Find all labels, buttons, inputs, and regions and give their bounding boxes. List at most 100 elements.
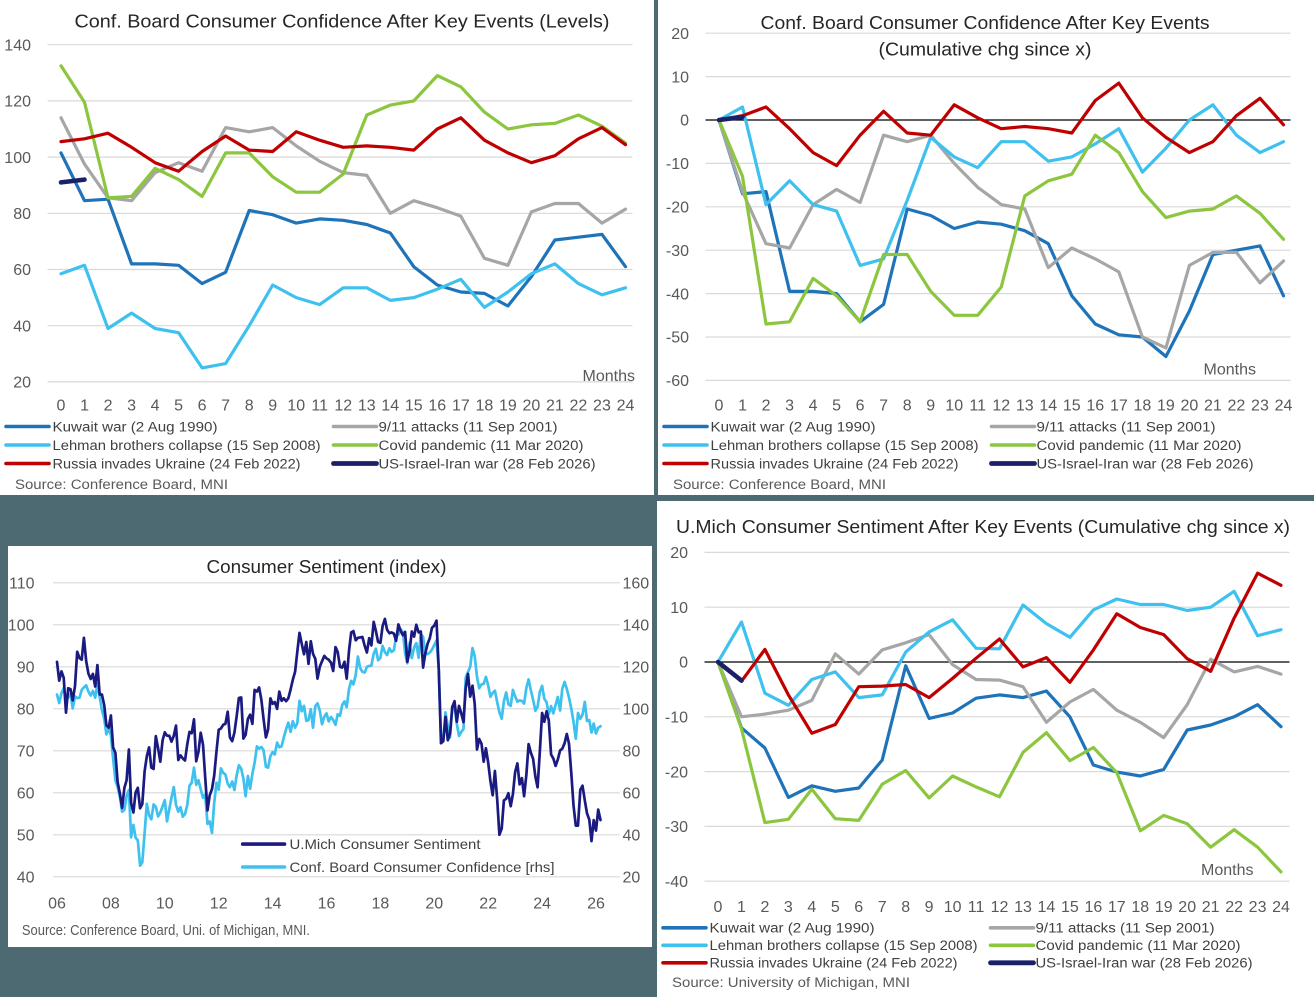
svg-text:19: 19 <box>1155 899 1173 916</box>
svg-text:5: 5 <box>831 899 840 916</box>
svg-text:3: 3 <box>785 398 794 415</box>
svg-text:Lehman brothers collapse (15 S: Lehman brothers collapse (15 Sep 2008) <box>53 438 321 453</box>
svg-text:-20: -20 <box>665 764 688 781</box>
svg-text:US-Israel-Iran war (28 Feb 202: US-Israel-Iran war (28 Feb 2026) <box>379 456 596 471</box>
svg-text:16: 16 <box>1084 899 1102 916</box>
svg-text:Russia invades Ukraine (24 Feb: Russia invades Ukraine (24 Feb 2022) <box>711 456 959 471</box>
svg-text:22: 22 <box>1225 899 1243 916</box>
svg-text:18: 18 <box>475 398 493 415</box>
svg-text:60: 60 <box>17 786 35 803</box>
svg-text:7: 7 <box>879 398 888 415</box>
svg-text:14: 14 <box>381 398 399 415</box>
svg-text:16: 16 <box>1086 398 1104 415</box>
svg-text:14: 14 <box>264 896 282 913</box>
svg-text:0: 0 <box>57 398 66 415</box>
svg-text:15: 15 <box>1061 899 1079 916</box>
svg-text:1: 1 <box>80 398 89 415</box>
svg-text:Source: Conference Board, MNI: Source: Conference Board, MNI <box>15 477 228 492</box>
svg-text:10: 10 <box>156 896 174 913</box>
svg-text:-40: -40 <box>665 874 688 891</box>
svg-text:11: 11 <box>968 899 985 916</box>
svg-text:Months: Months <box>1201 862 1253 879</box>
svg-text:23: 23 <box>593 398 611 415</box>
svg-text:10: 10 <box>670 600 688 617</box>
svg-text:22: 22 <box>479 896 497 913</box>
svg-text:100: 100 <box>4 150 31 167</box>
svg-text:9/11 attacks (11 Sep 2001): 9/11 attacks (11 Sep 2001) <box>379 419 558 434</box>
svg-text:2: 2 <box>760 899 769 916</box>
svg-text:20: 20 <box>523 398 541 415</box>
svg-text:50: 50 <box>17 828 35 845</box>
svg-text:Lehman brothers collapse (15 S: Lehman brothers collapse (15 Sep 2008) <box>710 938 978 953</box>
svg-text:80: 80 <box>623 744 641 761</box>
svg-text:0: 0 <box>714 899 723 916</box>
svg-text:11: 11 <box>969 398 986 415</box>
svg-text:70: 70 <box>17 744 35 761</box>
svg-text:120: 120 <box>623 660 650 677</box>
svg-text:-40: -40 <box>666 286 689 303</box>
svg-text:3: 3 <box>127 398 136 415</box>
svg-text:Source: Conference Board, MNI: Source: Conference Board, MNI <box>673 477 886 492</box>
svg-text:18: 18 <box>372 896 390 913</box>
svg-text:15: 15 <box>1063 398 1081 415</box>
svg-text:100: 100 <box>8 618 35 635</box>
svg-text:12: 12 <box>210 896 228 913</box>
svg-text:20: 20 <box>425 896 443 913</box>
svg-text:-50: -50 <box>666 330 689 347</box>
svg-text:U.Mich Consumer Sentiment Afte: U.Mich Consumer Sentiment After Key Even… <box>676 517 1290 537</box>
svg-text:24: 24 <box>617 398 635 415</box>
svg-text:11: 11 <box>311 398 328 415</box>
svg-text:22: 22 <box>570 398 588 415</box>
svg-text:9: 9 <box>926 398 935 415</box>
svg-text:Months: Months <box>583 368 635 385</box>
svg-text:5: 5 <box>832 398 841 415</box>
svg-text:8: 8 <box>245 398 254 415</box>
svg-text:140: 140 <box>4 37 31 54</box>
svg-text:Lehman brothers collapse (15 S: Lehman brothers collapse (15 Sep 2008) <box>711 438 979 453</box>
svg-text:(Cumulative chg since x): (Cumulative chg since x) <box>879 40 1092 60</box>
svg-text:40: 40 <box>17 870 35 887</box>
svg-text:20: 20 <box>671 26 689 43</box>
svg-text:10: 10 <box>671 69 689 86</box>
svg-text:12: 12 <box>991 899 1009 916</box>
svg-text:4: 4 <box>151 398 160 415</box>
svg-text:22: 22 <box>1228 398 1246 415</box>
svg-text:6: 6 <box>856 398 865 415</box>
svg-text:40: 40 <box>623 828 641 845</box>
svg-text:7: 7 <box>878 899 887 916</box>
svg-text:Conf. Board Consumer Confidenc: Conf. Board Consumer Confidence After Ke… <box>761 13 1210 33</box>
svg-text:Kuwait war (2 Aug 1990): Kuwait war (2 Aug 1990) <box>53 419 218 434</box>
svg-text:Months: Months <box>1204 362 1256 379</box>
svg-text:160: 160 <box>623 576 650 593</box>
svg-text:3: 3 <box>784 899 793 916</box>
svg-text:14: 14 <box>1039 398 1057 415</box>
svg-text:13: 13 <box>1016 398 1034 415</box>
svg-text:16: 16 <box>428 398 446 415</box>
svg-text:16: 16 <box>318 896 336 913</box>
svg-text:8: 8 <box>903 398 912 415</box>
svg-text:Source: Conference Board, Uni.: Source: Conference Board, Uni. of Michig… <box>22 923 310 939</box>
svg-text:-60: -60 <box>666 373 689 390</box>
svg-text:19: 19 <box>1157 398 1175 415</box>
svg-text:13: 13 <box>358 398 376 415</box>
svg-text:24: 24 <box>1272 899 1290 916</box>
svg-text:6: 6 <box>854 899 863 916</box>
svg-text:26: 26 <box>587 896 605 913</box>
svg-text:12: 12 <box>334 398 352 415</box>
svg-text:17: 17 <box>1108 899 1126 916</box>
svg-text:21: 21 <box>1202 899 1220 916</box>
svg-text:6: 6 <box>198 398 207 415</box>
svg-text:20: 20 <box>1181 398 1199 415</box>
svg-text:Covid pandemic (11 Mar 2020): Covid pandemic (11 Mar 2020) <box>1037 438 1242 453</box>
svg-text:Russia invades Ukraine (24 Feb: Russia invades Ukraine (24 Feb 2022) <box>53 456 301 471</box>
svg-text:US-Israel-Iran war (28 Feb 202: US-Israel-Iran war (28 Feb 2026) <box>1037 456 1254 471</box>
svg-text:17: 17 <box>1110 398 1128 415</box>
svg-text:100: 100 <box>623 702 650 719</box>
svg-text:24: 24 <box>1275 398 1293 415</box>
svg-text:Source: University of Michigan: Source: University of Michigan, MNI <box>672 975 910 990</box>
svg-text:7: 7 <box>221 398 230 415</box>
svg-text:9: 9 <box>268 398 277 415</box>
svg-text:20: 20 <box>13 375 31 392</box>
svg-text:0: 0 <box>680 113 689 130</box>
svg-text:14: 14 <box>1038 899 1056 916</box>
